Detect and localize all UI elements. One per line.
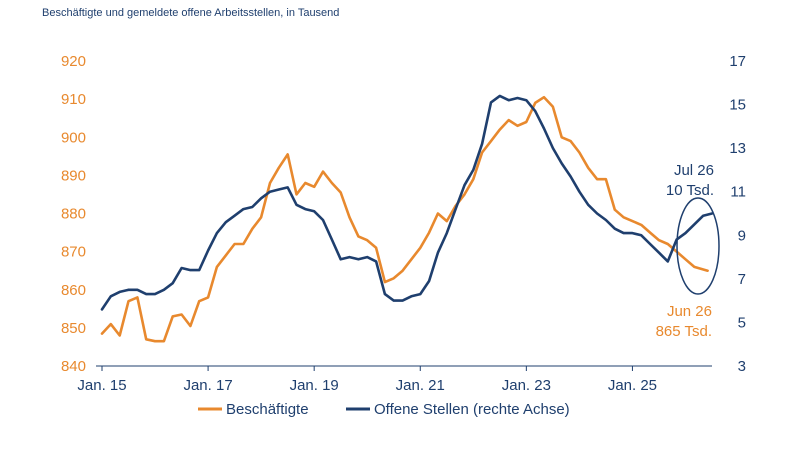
left-tick-label: 910	[61, 91, 86, 108]
right-tick-label: 15	[729, 97, 746, 114]
x-tick-label: Jan. 23	[502, 377, 551, 394]
x-tick-label: Jan. 25	[608, 377, 657, 394]
chart-subtitle: Beschäftigte und gemeldete offene Arbeit…	[42, 7, 340, 19]
left-tick-label: 870	[61, 244, 86, 261]
x-axis-ticks: Jan. 15 Jan. 17 Jan. 19 Jan. 21 Jan. 23 Jan. …	[77, 366, 657, 394]
right-tick-label: 3	[738, 358, 746, 375]
left-axis-ticks: 920 910 900 890 880 870 860 850 840	[61, 53, 86, 375]
right-axis-ticks: 17 15 13 11 9 7 5 3	[729, 53, 746, 375]
annotation-employment-value: 865 Tsd.	[656, 323, 712, 340]
left-tick-label: 860	[61, 282, 86, 299]
annotation-employment-date: Jun 26	[667, 303, 712, 320]
annotation-jobs-value: 10 Tsd.	[666, 182, 714, 199]
series-vacancies-line	[100, 94, 714, 311]
left-tick-label: 840	[61, 358, 86, 375]
left-tick-label: 900	[61, 129, 86, 146]
legend-label-employment: Beschäftigte	[226, 401, 309, 418]
x-tick-label: Jan. 21	[396, 377, 445, 394]
x-tick-label: Jan. 17	[183, 377, 232, 394]
legend-label-vacancies: Offene Stellen (rechte Achse)	[374, 401, 570, 418]
right-tick-label: 13	[729, 140, 746, 157]
series-employment-line	[100, 95, 709, 343]
left-tick-label: 850	[61, 320, 86, 337]
left-tick-label: 920	[61, 53, 86, 70]
highlight-ellipse	[676, 197, 720, 295]
x-tick-label: Jan. 15	[77, 377, 126, 394]
annotation-jobs-date: Jul 26	[674, 162, 714, 179]
left-tick-label: 880	[61, 206, 86, 223]
left-tick-label: 890	[61, 167, 86, 184]
series-layer	[100, 94, 714, 343]
legend: Beschäftigte Offene Stellen (rechte Achs…	[198, 401, 570, 418]
right-tick-label: 5	[738, 314, 746, 331]
x-tick-label: Jan. 19	[290, 377, 339, 394]
right-tick-label: 9	[738, 227, 746, 244]
right-tick-label: 11	[730, 184, 746, 201]
right-tick-label: 7	[738, 271, 746, 288]
right-tick-label: 17	[729, 53, 746, 70]
